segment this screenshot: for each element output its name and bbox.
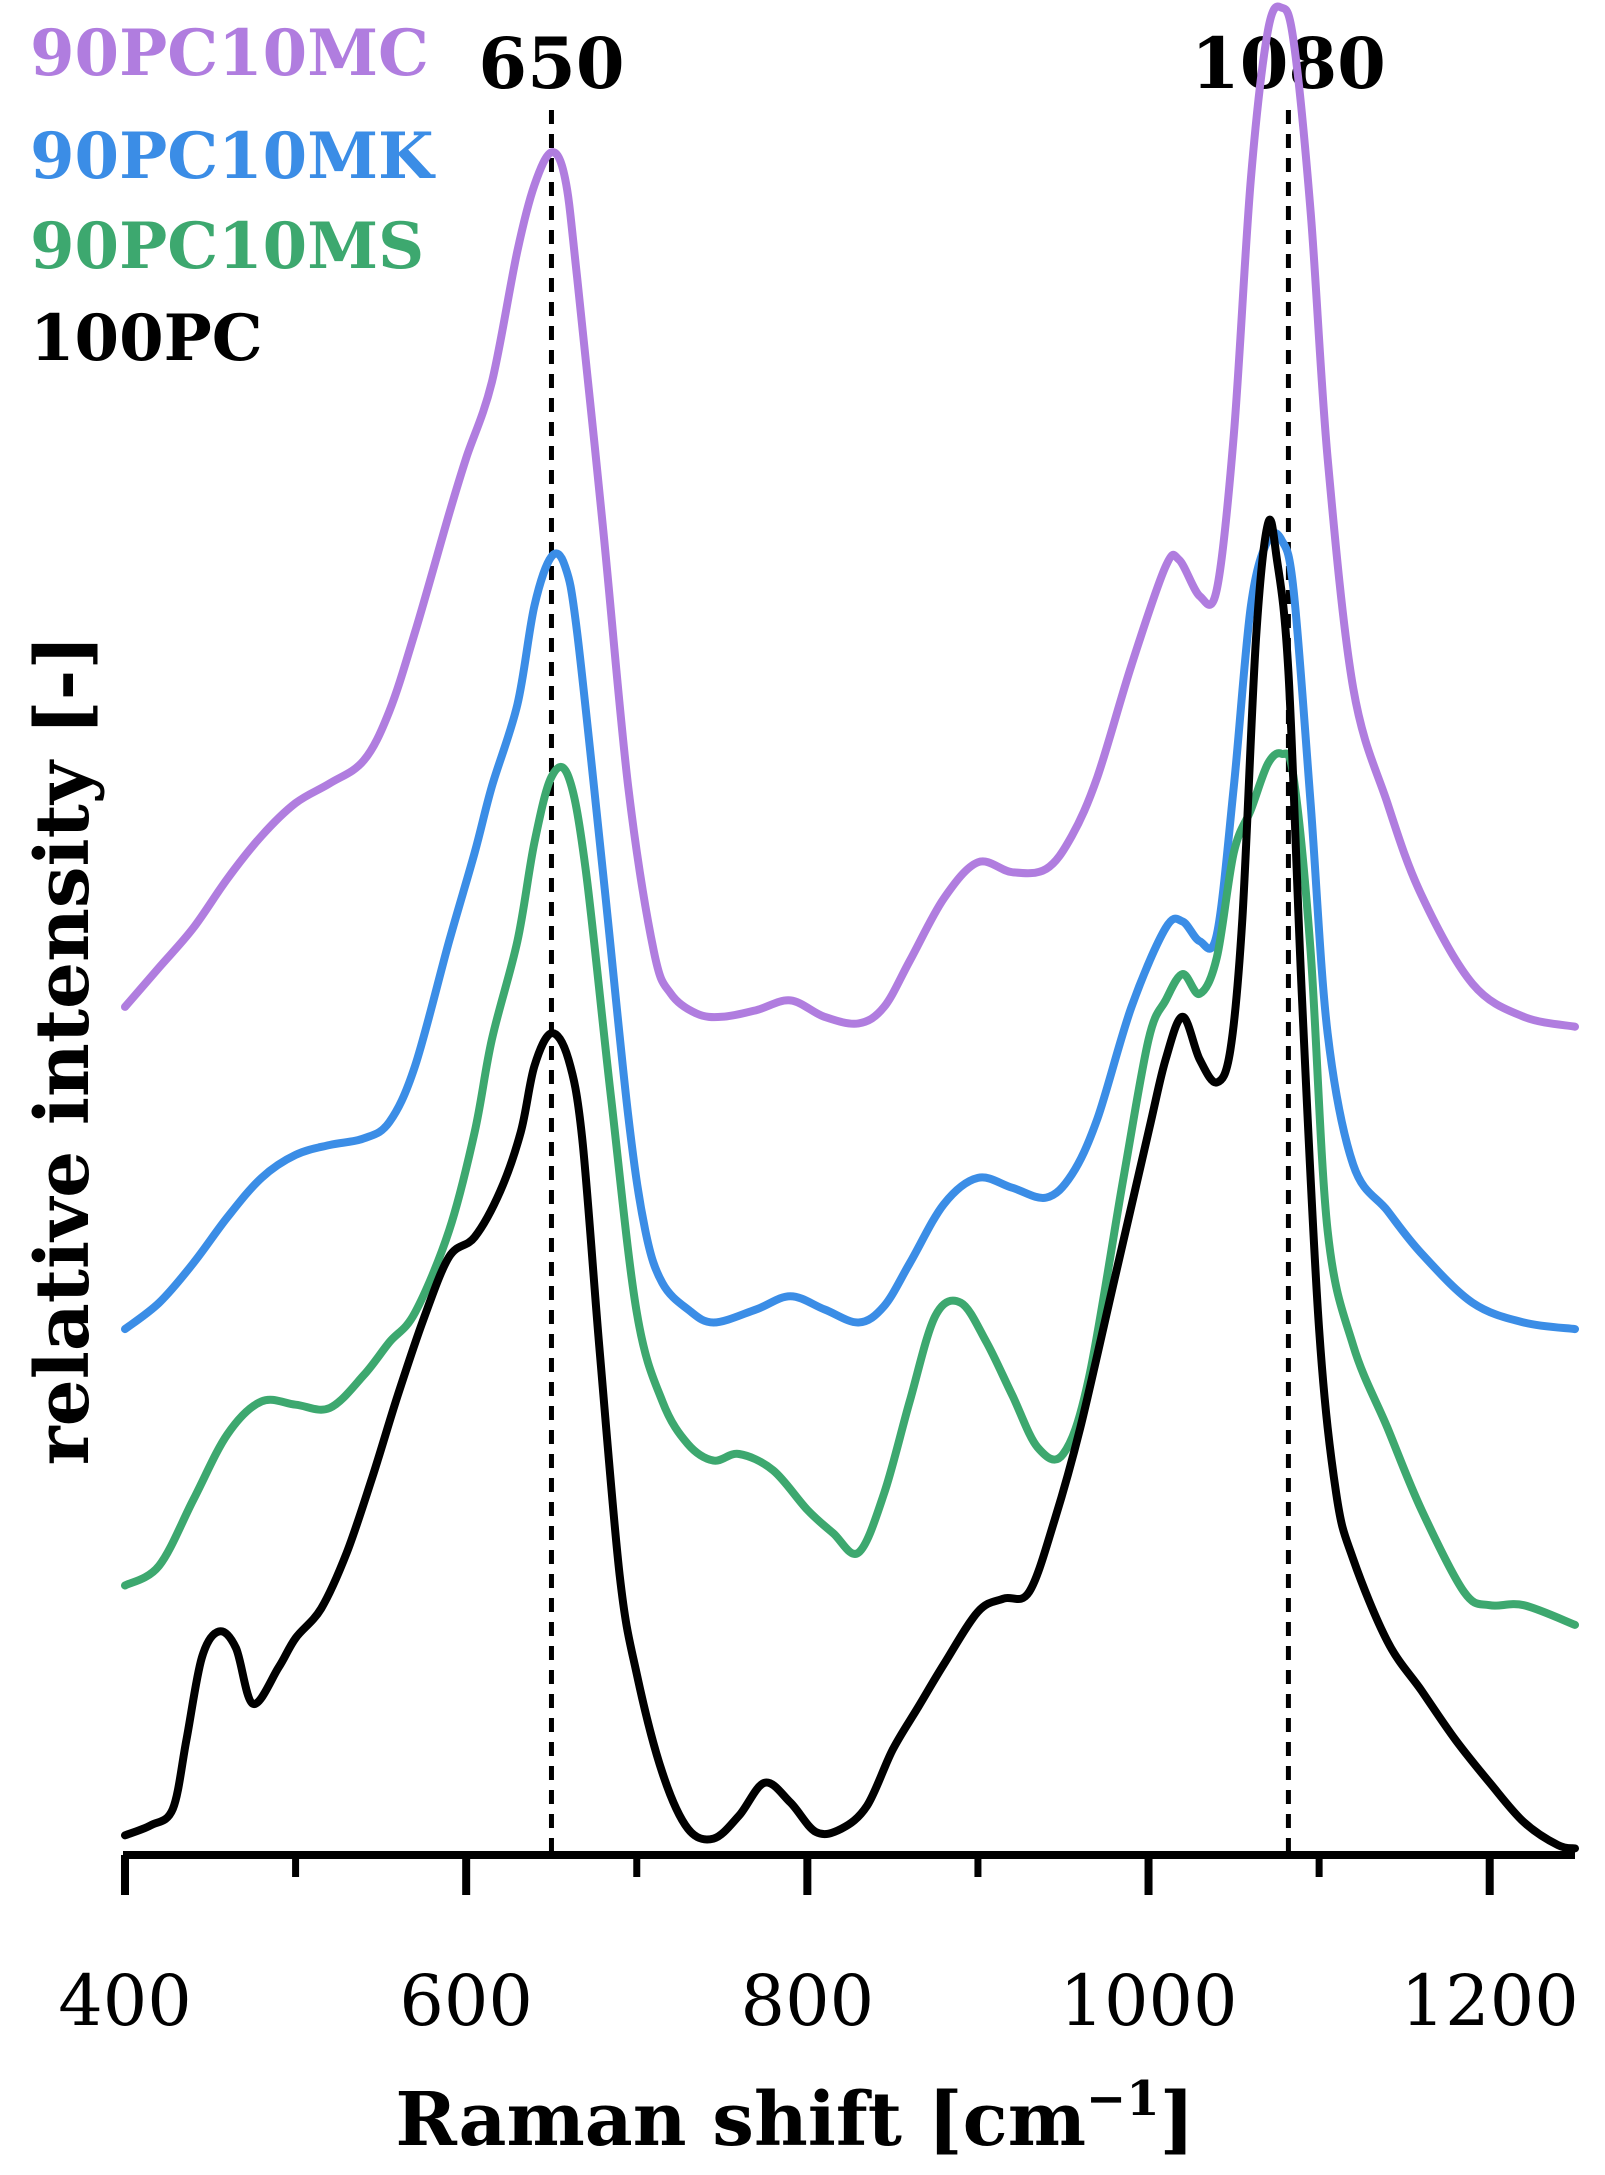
x-axis-title: Raman shift [cm−1] bbox=[395, 2071, 1194, 2163]
peak-label-650: 650 bbox=[478, 22, 624, 105]
reference-lines: 650 1080 bbox=[478, 22, 1386, 1860]
x-tick-label-1000: 1000 bbox=[1059, 1960, 1237, 2042]
series-line-90pc10mk bbox=[121, 529, 1579, 1334]
legend-90pc10ms: 90PC10MS bbox=[30, 209, 424, 284]
peak-label-1080: 1080 bbox=[1191, 22, 1386, 105]
x-tick-label-600: 600 bbox=[399, 1960, 533, 2042]
series-line-90pc10mc bbox=[121, 2, 1579, 1031]
x-tick-label-400: 400 bbox=[58, 1960, 192, 2042]
series-layer bbox=[121, 2, 1579, 1853]
series-line-100pc bbox=[121, 515, 1579, 1853]
legend: 90PC10MC 90PC10MK 90PC10MS 100PC bbox=[30, 16, 436, 376]
x-axis: 400 600 800 1000 1200 bbox=[58, 1851, 1579, 2042]
legend-100pc: 100PC bbox=[30, 301, 263, 376]
x-axis-title-main: Raman shift [cm bbox=[395, 2077, 1086, 2163]
x-tick-label-800: 800 bbox=[741, 1960, 875, 2042]
legend-90pc10mk: 90PC10MK bbox=[30, 119, 436, 194]
x-tick-label-1200: 1200 bbox=[1401, 1960, 1579, 2042]
x-axis-title-sup: −1 bbox=[1086, 2071, 1160, 2127]
series-line-90pc10ms bbox=[121, 749, 1579, 1629]
x-axis-title-end: ] bbox=[1160, 2077, 1195, 2163]
legend-90pc10mc: 90PC10MC bbox=[30, 16, 429, 91]
y-axis-title: relative intensity [-] bbox=[20, 635, 106, 1466]
